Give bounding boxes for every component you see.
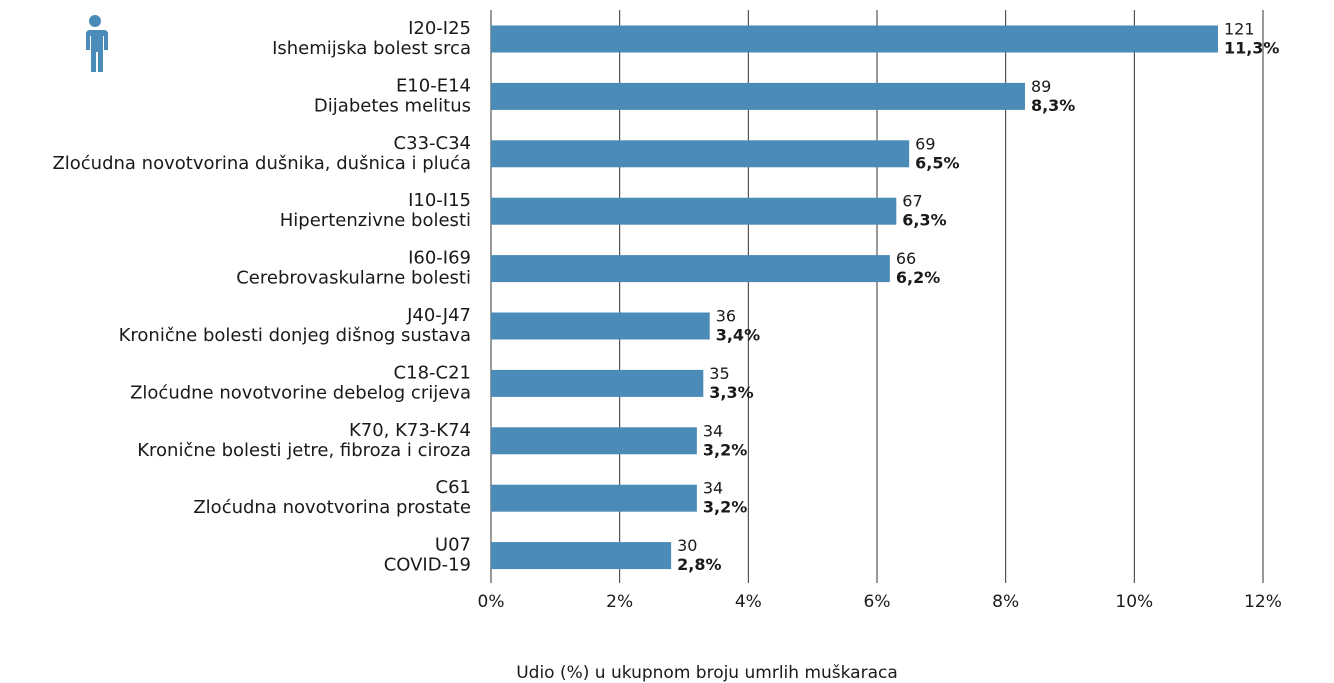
- count-label: 30: [677, 536, 697, 555]
- x-tick-label: 4%: [735, 592, 762, 612]
- value-label: 3,4%: [716, 326, 760, 345]
- count-label: 35: [709, 364, 729, 383]
- category-code: U07: [435, 535, 471, 556]
- bar: [491, 82, 1025, 110]
- count-label: 34: [703, 421, 723, 440]
- person-icon: [86, 15, 108, 72]
- category-code: K70, K73-K74: [349, 420, 471, 441]
- category-name: Kronične bolesti donjeg dišnog sustava: [119, 325, 471, 346]
- x-tick-label: 0%: [478, 592, 505, 612]
- count-label: 34: [703, 479, 723, 498]
- bar: [491, 25, 1218, 53]
- value-label: 11,3%: [1224, 39, 1280, 58]
- category-name: Cerebrovaskularne bolesti: [236, 268, 471, 289]
- x-tick-label: 12%: [1244, 592, 1282, 612]
- value-label: 8,3%: [1031, 96, 1075, 115]
- category-code: I60-I69: [408, 248, 471, 269]
- value-label: 3,2%: [703, 440, 747, 459]
- bar: [491, 542, 672, 570]
- x-tick-label: 6%: [864, 592, 891, 612]
- value-label: 6,2%: [896, 268, 940, 287]
- category-name: Ishemijska bolest srca: [272, 38, 471, 59]
- category-code: E10-E14: [396, 75, 471, 96]
- bar: [491, 484, 697, 512]
- x-tick-label: 8%: [992, 592, 1019, 612]
- value-label: 6,3%: [902, 211, 946, 230]
- category-code: I20-I25: [408, 18, 471, 39]
- count-label: 89: [1031, 77, 1051, 96]
- category-code: J40-J47: [406, 305, 471, 326]
- category-name: Zloćudne novotvorine debelog crijeva: [130, 382, 471, 403]
- category-name: COVID-19: [384, 555, 471, 576]
- bar: [491, 369, 704, 397]
- count-label: 121: [1224, 20, 1255, 39]
- category-name: Zloćudna novotvorina prostate: [193, 497, 471, 518]
- value-label: 2,8%: [677, 555, 721, 574]
- category-name: Hipertenzivne bolesti: [280, 210, 471, 231]
- category-name: Zloćudna novotvorina dušnika, dušnica i …: [52, 153, 471, 174]
- category-name: Dijabetes melitus: [314, 95, 471, 116]
- bar: [491, 312, 710, 340]
- value-label: 3,2%: [703, 498, 747, 517]
- count-label: 67: [902, 192, 922, 211]
- bar: [491, 255, 890, 283]
- category-code: C33-C34: [394, 133, 471, 154]
- count-label: 66: [896, 249, 916, 268]
- category-code: I10-I15: [408, 190, 471, 211]
- category-code: C61: [436, 477, 471, 498]
- value-label: 3,3%: [709, 383, 753, 402]
- category-code: C18-C21: [394, 362, 471, 383]
- category-name: Kronične bolesti jetre, fibroza i ciroza: [137, 440, 471, 461]
- x-axis-label: Udio (%) u ukupnom broju umrlih muškarac…: [516, 663, 898, 683]
- count-label: 36: [716, 307, 736, 326]
- value-label: 6,5%: [915, 153, 959, 172]
- x-tick-label: 10%: [1115, 592, 1153, 612]
- bar: [491, 427, 697, 455]
- count-label: 69: [915, 134, 935, 153]
- bar: [491, 197, 897, 225]
- x-tick-label: 2%: [606, 592, 633, 612]
- bar: [491, 140, 910, 168]
